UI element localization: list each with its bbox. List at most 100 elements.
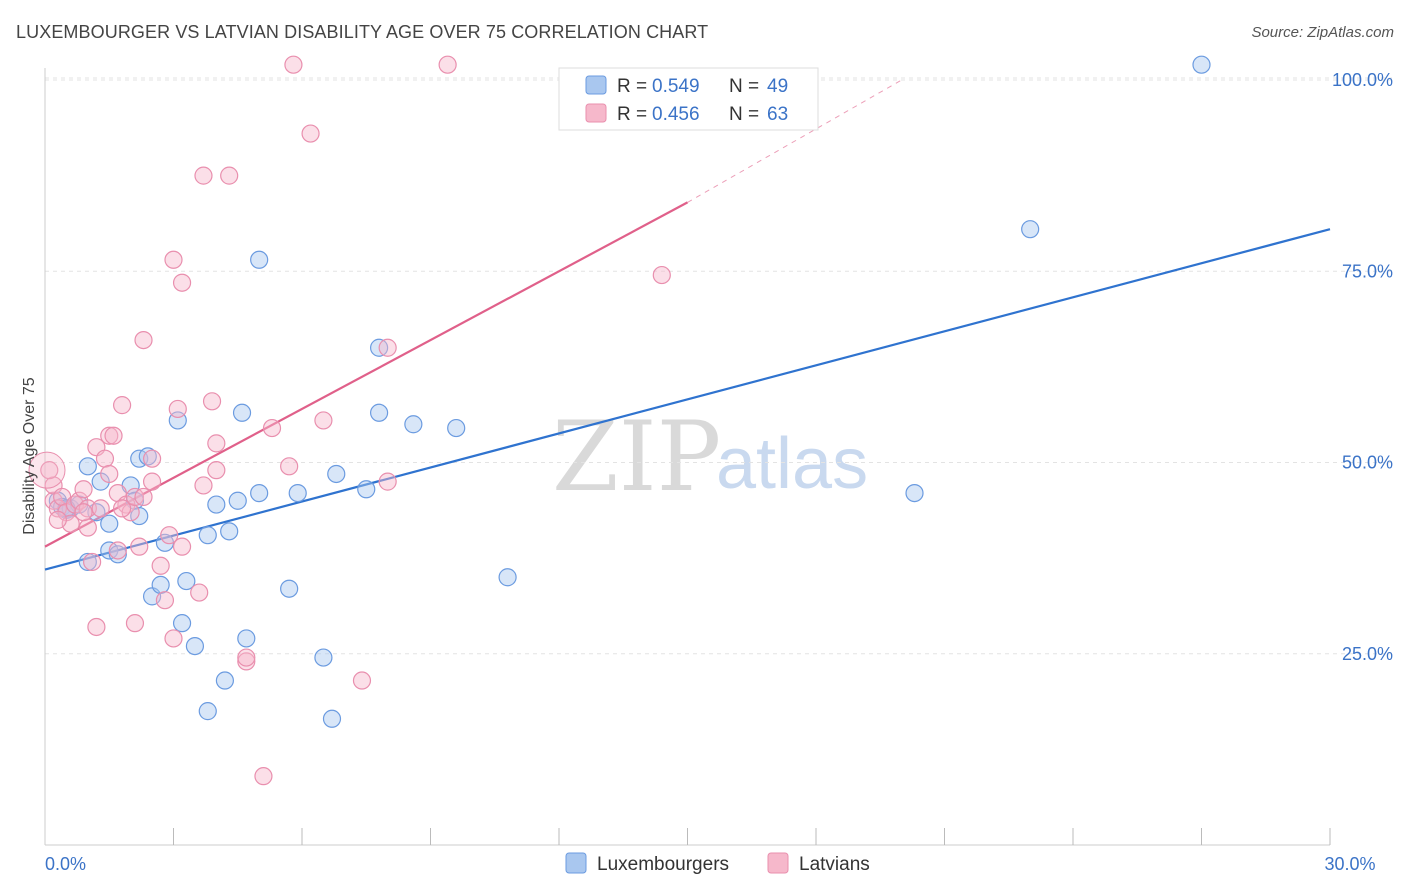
latvian-point-39 — [190, 583, 209, 602]
luxembourger-point-46 — [1192, 55, 1211, 74]
luxembourger-point-23 — [198, 526, 217, 545]
luxembourger-point-30 — [237, 629, 256, 648]
latvian-point-44 — [207, 461, 226, 480]
luxembourger-point-37 — [327, 464, 346, 484]
latvian-point-28 — [134, 331, 153, 350]
tick-labels: 25.0% 50.0% 75.0% 100.0% 0.0% 30.0% — [45, 70, 1393, 874]
latvian-point-18 — [104, 426, 123, 445]
latvian-point-32 — [155, 591, 175, 610]
latvian-point-58 — [652, 265, 671, 285]
latvian-point-38 — [172, 273, 192, 292]
y-axis-label: Disability Age Over 75 — [21, 377, 38, 535]
latvian-point-16 — [100, 426, 119, 445]
luxembourger-point-8 — [100, 514, 119, 533]
trendlines — [44, 79, 1331, 571]
latvian-point-30 — [142, 449, 162, 468]
y-tick-label-0: 25.0% — [1342, 644, 1393, 664]
latvian-point-60 — [48, 510, 67, 529]
latvian-point-35 — [164, 629, 183, 648]
latvian-point-56 — [378, 472, 397, 491]
latvian-cluster-point — [28, 451, 66, 489]
x-tick-label-0: 0.0% — [45, 854, 86, 874]
legend-swatch-luxembourgers — [565, 852, 587, 874]
latvian-point-36 — [168, 399, 187, 419]
latvian-point-17 — [100, 464, 119, 484]
luxembourger-point-26 — [215, 671, 234, 690]
latvian-point-48 — [254, 767, 273, 786]
trendline-latvians-extension — [687, 79, 902, 203]
luxembourger-point-31 — [250, 250, 269, 269]
latvian-point-26 — [130, 537, 149, 556]
latvian-point-33 — [160, 526, 179, 545]
latvian-point-42 — [202, 392, 222, 411]
luxembourger-point-42 — [447, 418, 466, 438]
legend-swatch-latvians — [767, 852, 789, 874]
legend-swatch-pink — [585, 103, 607, 123]
latvian-point-40 — [194, 166, 213, 185]
latvian-point-49 — [262, 418, 282, 438]
trendline-latvians — [44, 201, 689, 548]
luxembourger-point-34 — [288, 484, 307, 503]
latvian-point-14 — [91, 499, 110, 518]
latvian-point-41 — [194, 476, 213, 495]
legend-pink-n-label: N = — [729, 104, 759, 125]
source-label: Source: ZipAtlas.com — [1251, 24, 1394, 41]
chart-title: LUXEMBOURGER VS LATVIAN DISABILITY AGE O… — [16, 22, 709, 42]
luxembourger-point-36 — [322, 709, 342, 728]
latvian-point-25 — [125, 614, 145, 633]
axes — [44, 68, 1331, 846]
latvian-point-29 — [142, 472, 162, 491]
latvian-point-51 — [284, 55, 303, 74]
luxembourger-point-28 — [228, 491, 247, 510]
latvian-point-37 — [172, 537, 192, 556]
latvian-point-55 — [378, 338, 397, 357]
stats-legend: R = 0.549 N = 49 R = 0.456 N = 63 — [558, 67, 819, 131]
legend-blue-n-label: N = — [729, 76, 759, 97]
latvian-point-12 — [87, 617, 106, 637]
watermark: ZIP atlas — [552, 401, 868, 513]
legend-pink-r-value: 0.456 — [652, 104, 700, 125]
legend-pink-n-value: 63 — [767, 104, 788, 125]
latvian-point-45 — [220, 166, 239, 185]
latvian-point-10 — [78, 518, 97, 537]
luxembourger-point-27 — [220, 522, 239, 541]
luxembourger-point-32 — [250, 484, 269, 503]
y-tick-label-2: 75.0% — [1342, 261, 1393, 281]
latvian-point-43 — [207, 434, 226, 453]
legend-blue-n-value: 49 — [767, 76, 788, 97]
legend-label-latvians: Latvians — [799, 854, 870, 875]
luxembourger-point-43 — [498, 568, 517, 587]
latvian-point-53 — [314, 411, 333, 430]
latvian-point-8 — [74, 480, 93, 499]
luxembourger-point-6 — [78, 552, 97, 572]
luxembourger-point-33 — [280, 579, 299, 598]
legend-label-luxembourgers: Luxembourgers — [597, 854, 729, 875]
latvian-point-46 — [237, 652, 256, 671]
latvian-point-11 — [83, 552, 102, 572]
latvian-point-15 — [95, 449, 115, 468]
luxembourger-point-35 — [314, 648, 333, 667]
luxembourger-point-44 — [905, 484, 924, 503]
data-points — [28, 55, 1211, 786]
latvian-point-27 — [134, 487, 153, 507]
latvian-point-62 — [112, 499, 132, 518]
luxembourger-point-29 — [232, 403, 252, 422]
luxembourger-point-38 — [357, 480, 376, 499]
luxembourger-point-45 — [1021, 220, 1040, 239]
watermark-atlas: atlas — [716, 424, 868, 504]
trendline-luxembourgers — [44, 228, 1331, 571]
x-tick-label-1: 30.0% — [1324, 854, 1375, 874]
luxembourger-point-5 — [78, 457, 97, 476]
latvian-point-47 — [237, 648, 256, 667]
latvian-point-61 — [74, 503, 93, 522]
luxembourger-point-41 — [404, 415, 423, 434]
legend-blue-r-label: R = — [617, 76, 647, 97]
latvian-point-54 — [352, 671, 372, 690]
legend-pink-r-label: R = — [617, 104, 647, 125]
latvian-point-52 — [301, 124, 320, 143]
y-tick-label-3: 100.0% — [1332, 70, 1393, 90]
latvian-point-57 — [438, 55, 457, 74]
luxembourger-point-25 — [207, 495, 226, 514]
legend-swatch-blue — [585, 75, 607, 95]
